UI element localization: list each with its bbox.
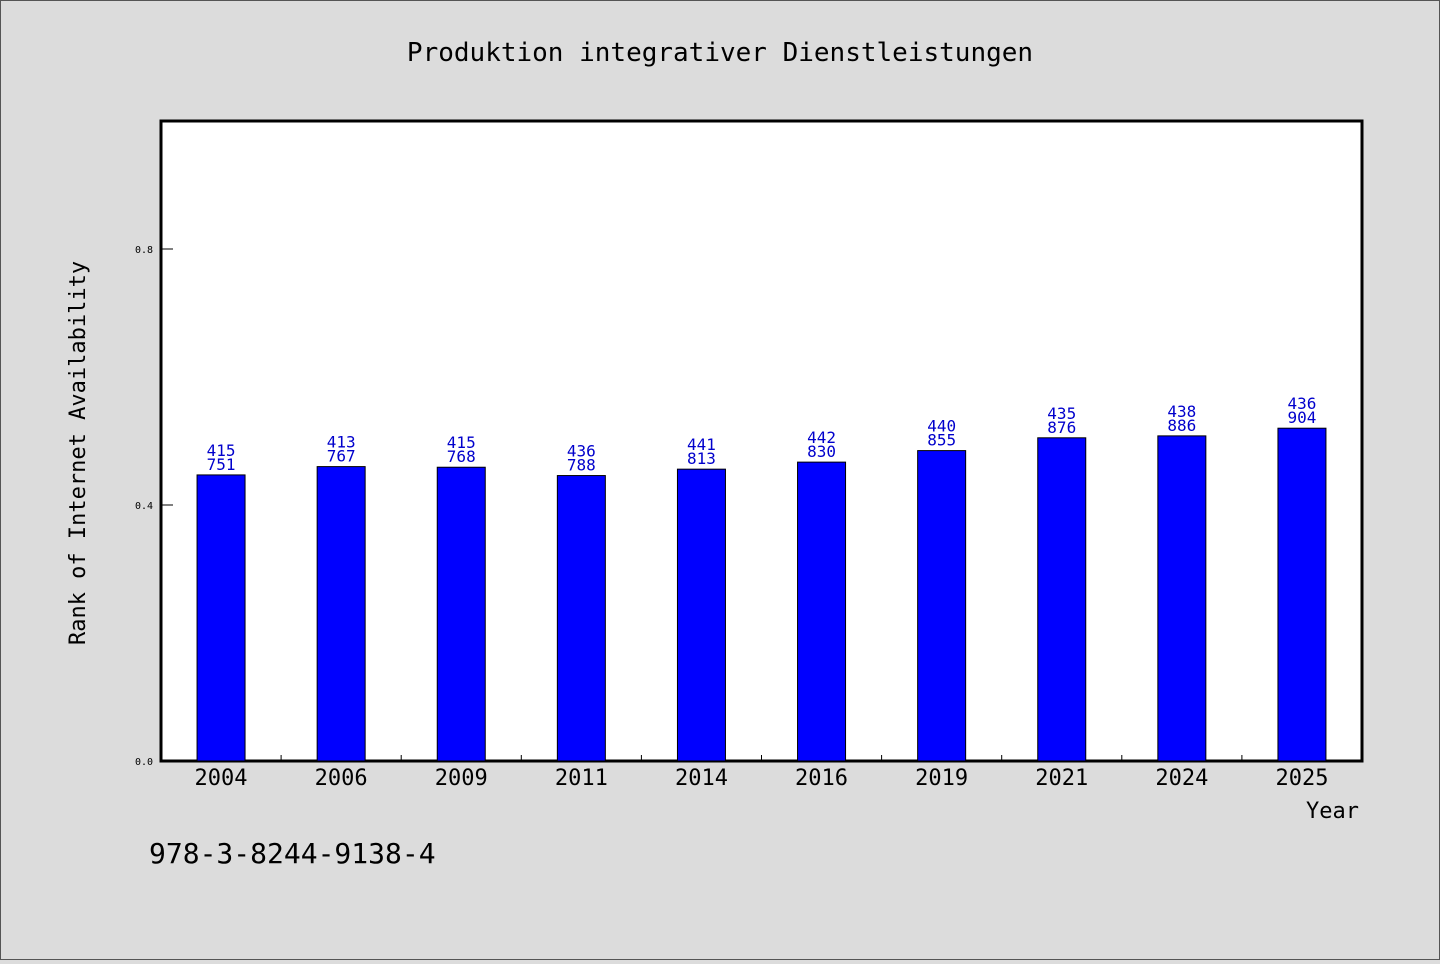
x-tick-label-2019: 2019	[915, 766, 968, 791]
y-axis-label: Rank of Internet Availability	[66, 261, 91, 645]
data-label-2019-bottom: 855	[927, 431, 956, 450]
chart-title: Produktion integrativer Dienstleistungen	[407, 38, 1033, 68]
x-tick-label-2011: 2011	[555, 766, 608, 791]
data-label-2009-bottom: 768	[447, 447, 476, 466]
x-tick-label-2006: 2006	[315, 766, 368, 791]
bar-2006	[316, 466, 366, 762]
x-tick-label-2014: 2014	[675, 766, 728, 791]
bar-2024	[1157, 435, 1207, 762]
bar-2014	[676, 468, 726, 762]
footnote-text: 978-3-8244-9138-4	[149, 837, 436, 870]
y-tick-label-1: 0.4	[135, 501, 153, 512]
data-label-2021-top: 435	[1047, 404, 1076, 423]
data-label-2004-bottom: 751	[207, 455, 236, 474]
bar-2019	[917, 450, 967, 762]
data-label-2016-top: 442	[807, 428, 836, 447]
y-tick-label-0: 0.0	[135, 757, 153, 768]
bar-2016	[797, 461, 847, 762]
x-tick-label-2021: 2021	[1035, 766, 1088, 791]
x-axis: 2004 2006 2009 2011 2014 2016 2019 2021 2024 2025	[195, 755, 1328, 791]
data-label-2004-top: 415	[207, 441, 236, 460]
data-label-2011-top: 436	[567, 442, 596, 461]
x-axis-label: Year	[1306, 799, 1359, 824]
bars-group	[196, 427, 1327, 762]
bar-2021	[1037, 437, 1087, 762]
data-label-2016-bottom: 830	[807, 442, 836, 461]
y-tick-label-2: 0.8	[135, 245, 153, 256]
bar-2025	[1277, 427, 1327, 762]
data-label-2024-top: 438	[1167, 402, 1196, 421]
data-label-2025-bottom: 904	[1287, 408, 1316, 427]
data-label-2006-top: 413	[327, 433, 356, 452]
data-label-2014-bottom: 813	[687, 449, 716, 468]
bar-2011	[556, 475, 606, 762]
data-label-2025-top: 436	[1287, 394, 1316, 413]
x-tick-label-2025: 2025	[1275, 766, 1328, 791]
y-axis: 0.0 0.4 0.8	[135, 245, 173, 768]
x-tick-label-2009: 2009	[435, 766, 488, 791]
bar-2009	[436, 466, 486, 762]
x-tick-label-2024: 2024	[1155, 766, 1208, 791]
data-label-2009-top: 415	[447, 433, 476, 452]
data-label-2021-bottom: 876	[1047, 418, 1076, 437]
data-label-2006-bottom: 767	[327, 447, 356, 466]
data-label-2019-top: 440	[927, 417, 956, 436]
data-label-2014-top: 441	[687, 435, 716, 454]
x-tick-label-2004: 2004	[195, 766, 248, 791]
bar-2004	[196, 474, 246, 762]
x-tick-label-2016: 2016	[795, 766, 848, 791]
data-label-2024-bottom: 886	[1167, 416, 1196, 435]
data-label-2011-bottom: 788	[567, 456, 596, 475]
